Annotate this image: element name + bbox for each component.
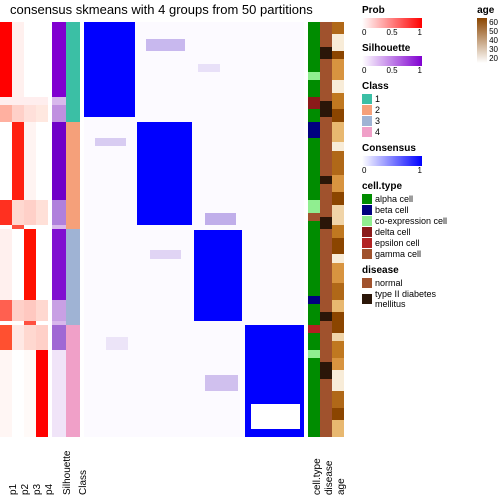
col-disease <box>320 22 332 437</box>
col-p2 <box>12 22 24 437</box>
col-age <box>332 22 344 437</box>
plot-title: consensus skmeans with 4 groups from 50 … <box>10 2 313 17</box>
col-p1 <box>0 22 12 437</box>
col-silhouette <box>52 22 66 437</box>
col-class <box>66 22 80 437</box>
consensus-matrix <box>84 22 304 437</box>
x-labels: p1p2p3p4SilhouetteClasscell.typediseasea… <box>0 440 355 500</box>
col-celltype <box>308 22 320 437</box>
heatmap-panel <box>0 22 355 437</box>
col-p3 <box>24 22 36 437</box>
col-p4 <box>36 22 48 437</box>
legend-area: age6050403020Prob00.51Silhouette00.51Cla… <box>362 5 502 315</box>
